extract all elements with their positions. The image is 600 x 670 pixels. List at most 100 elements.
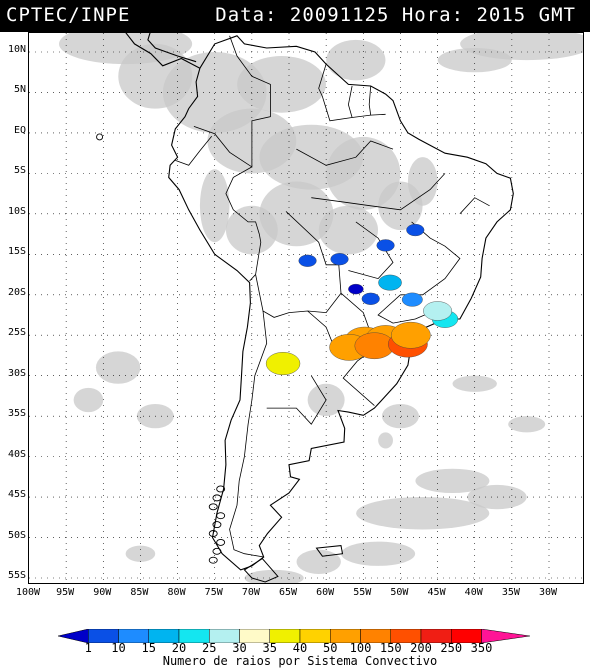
lat-tick-label: EQ: [13, 124, 26, 136]
cloud-patch: [95, 351, 141, 384]
map-canvas[interactable]: [28, 32, 584, 584]
cloud-patch: [356, 497, 490, 530]
cloud-patch: [225, 205, 278, 255]
lat-tick-label: 10S: [7, 205, 26, 217]
island-outline: [216, 512, 226, 520]
border-line: [368, 85, 372, 116]
cloud-patch: [407, 157, 438, 206]
caribbean-coastline: [147, 33, 197, 63]
colorbar-tick-label: 50: [323, 641, 338, 655]
lat-tick-label: 55S: [7, 570, 26, 581]
cloud-patch: [378, 432, 393, 449]
central-america-coastline: [125, 33, 201, 69]
colorbar-tick-label: 250: [440, 641, 463, 655]
colorbar-tick-label: 150: [379, 641, 402, 655]
island-outline: [208, 556, 218, 564]
colorbar-tick-label: 15: [141, 641, 156, 655]
colorbar-tick-label: 10: [111, 641, 126, 655]
lat-tick-label: 45S: [7, 489, 26, 501]
storm-layer: [265, 223, 459, 376]
border-line: [229, 310, 268, 558]
lon-tick-label: 40W: [464, 587, 483, 598]
border-line: [296, 140, 394, 166]
lat-tick-label: 20S: [7, 286, 26, 298]
gridlines: [29, 33, 583, 583]
agency-label: CPTEC/INPE: [6, 4, 131, 26]
storm-cell: [361, 292, 380, 305]
lat-tick-label: 35S: [7, 408, 26, 420]
lat-tick-label: 50S: [7, 529, 26, 541]
galapagos-outline: [96, 133, 104, 141]
storm-cell: [378, 274, 402, 291]
storm-cell: [423, 301, 453, 321]
storm-cell: [390, 321, 431, 349]
colorbar-tick-label: 40: [292, 641, 308, 655]
island-outline: [212, 494, 222, 502]
lon-tick-label: 65W: [278, 587, 298, 598]
lat-tick-label: 30S: [7, 367, 26, 379]
storm-cell: [265, 352, 301, 376]
lat-tick-label: 40S: [7, 448, 26, 460]
storm-cell: [298, 254, 317, 267]
lon-tick-label: 70W: [241, 587, 260, 598]
cloud-layer: [58, 33, 583, 583]
lat-tick-label: 10N: [7, 44, 26, 55]
colorbar-tick-label: 25: [202, 641, 217, 655]
colorbar-tick-label: 35: [262, 641, 277, 655]
colorbar-tick-label: 1: [84, 641, 92, 655]
island-outline: [212, 521, 222, 529]
cloud-patch: [237, 56, 326, 113]
storm-cell: [401, 292, 423, 307]
tierra-del-fuego-outline: [243, 557, 279, 583]
lon-tick-label: 60W: [316, 587, 335, 598]
storm-cell: [406, 223, 425, 237]
lon-tick-label: 80W: [167, 587, 186, 598]
cloud-patch: [125, 545, 156, 562]
cloud-patch: [326, 39, 386, 81]
cloud-patch: [341, 541, 416, 566]
lat-tick-label: 5S: [13, 165, 26, 177]
cloud-patch: [508, 416, 546, 433]
border-line: [377, 294, 435, 324]
island-outline: [212, 547, 222, 555]
colorbar-svg: [57, 628, 530, 644]
border-line: [255, 211, 342, 318]
cloud-patch: [437, 47, 512, 73]
border-line: [266, 375, 327, 425]
lon-tick-label: 90W: [93, 587, 112, 598]
lat-tick-label: 15S: [7, 246, 26, 258]
lat-tick-label: 5N: [13, 84, 26, 96]
border-line: [347, 85, 353, 118]
lon-tick-label: 35W: [501, 587, 520, 598]
lon-tick-label: 45W: [427, 587, 446, 598]
map-svg: [29, 33, 583, 583]
cloud-patch: [259, 181, 334, 247]
land-outline: [96, 33, 514, 583]
colorbar-right-arrow: [481, 628, 530, 644]
border-line: [400, 221, 461, 296]
border-line: [175, 135, 213, 166]
cloud-patch: [452, 375, 497, 392]
cloud-patch: [381, 404, 419, 429]
timestamp-label: Data: 20091125 Hora: 2015 GMT: [215, 4, 576, 26]
south-america-coastline: [168, 35, 514, 571]
falkland-islands-outline: [315, 545, 344, 557]
cloud-patch: [326, 136, 401, 210]
border-line: [311, 173, 446, 211]
storm-cell: [330, 253, 349, 266]
lon-tick-label: 55W: [353, 587, 372, 598]
lat-tick-label: 25S: [7, 327, 26, 339]
cloud-patch: [318, 205, 379, 255]
colorbar-tick-label: 200: [410, 641, 432, 655]
colorbar-title: Numero de raios por Sistema Convectivo: [162, 654, 438, 668]
lon-tick-label: 85W: [130, 587, 149, 598]
colorbar: [57, 628, 542, 644]
border-line: [348, 221, 394, 280]
lon-tick-label: 75W: [204, 587, 223, 598]
colorbar-tick-label: 30: [232, 641, 247, 655]
border-line: [193, 35, 271, 168]
colorbar-tick-label: 100: [349, 641, 372, 655]
island-outline: [216, 538, 226, 546]
cloud-patch: [73, 387, 104, 413]
island-outline: [208, 530, 218, 537]
